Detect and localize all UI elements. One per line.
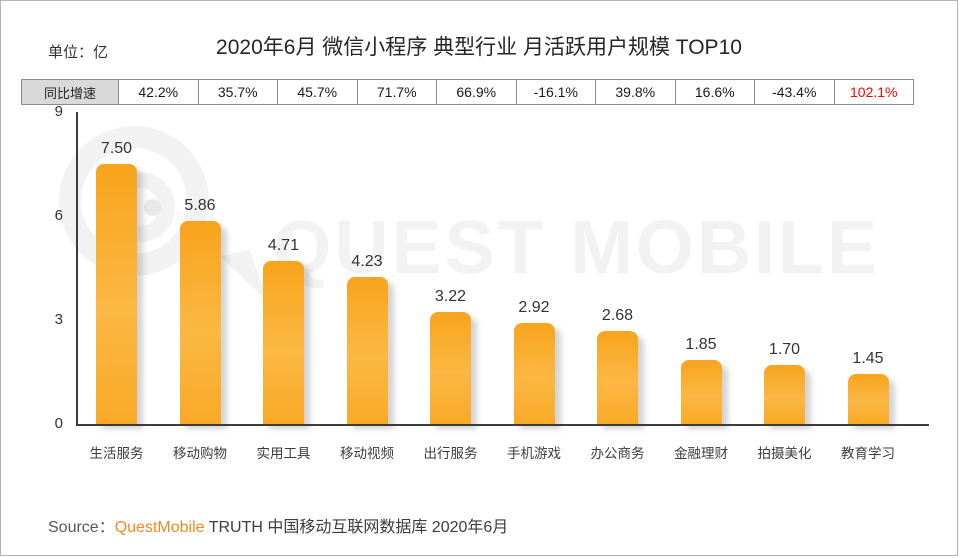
x-axis-category-label: 生活服务 [89, 446, 144, 461]
bar-value-label: 1.45 [852, 349, 884, 367]
bar [179, 220, 221, 424]
bar-value-label: 3.22 [434, 288, 467, 306]
source-rest: TRUTH 中国移动互联网数据库 2020年6月 [204, 519, 509, 536]
source-line: Source：QuestMobile TRUTH 中国移动互联网数据库 2020… [48, 513, 508, 537]
bar-value-label: 1.70 [768, 341, 801, 359]
y-axis-tick-label: 9 [54, 102, 63, 120]
yoy-growth-cell: 45.7% [278, 80, 358, 104]
bar [847, 373, 889, 424]
yoy-growth-cell: -16.1% [517, 80, 596, 104]
bar [263, 260, 304, 424]
bar [680, 359, 722, 424]
bar-value-label: 1.85 [685, 335, 717, 353]
x-axis-line [76, 424, 929, 426]
y-axis-tick-label: 0 [54, 415, 63, 432]
source-brand: QuestMobile [114, 519, 205, 536]
x-axis-category-label: 拍摄美化 [757, 446, 812, 461]
bar [430, 312, 471, 424]
x-axis-category-label: 移动视频 [340, 446, 394, 461]
page-title: 2020年6月 微信小程序 典型行业 月活跃用户规模 TOP10 [216, 36, 742, 59]
bar-value-label: 7.50 [100, 139, 133, 157]
source-prefix: Source： [48, 519, 115, 536]
questmobile-logo-dot-icon [144, 199, 161, 216]
x-axis-category-label: 手机游戏 [507, 446, 561, 461]
bar-value-label: 5.86 [184, 196, 216, 214]
yoy-growth-cell: 102.1% [850, 84, 898, 100]
y-axis-tick-label: 6 [54, 206, 63, 224]
bar [764, 365, 805, 424]
yoy-growth-cell: 39.8% [596, 80, 676, 104]
y-axis-line [76, 112, 78, 425]
bar [513, 322, 555, 424]
bar [597, 331, 638, 424]
bar-value-label: 2.68 [601, 307, 634, 325]
bar-value-label: 2.92 [518, 298, 550, 316]
yoy-growth-cell: 42.2% [119, 80, 199, 104]
questmobile-logo-tail-icon [220, 250, 268, 302]
bar-value-label: 4.23 [351, 253, 383, 271]
y-axis-tick-label: 3 [54, 310, 63, 328]
yoy-growth-cell: 16.6% [676, 80, 755, 104]
x-axis-category-label: 移动购物 [173, 446, 227, 461]
x-axis-category-label: 金融理财 [674, 446, 728, 461]
x-axis-category-label: 出行服务 [423, 446, 478, 461]
x-axis-category-label: 办公商务 [590, 446, 645, 461]
bar-value-label: 4.71 [267, 236, 300, 254]
yoy-growth-cell: 35.7% [199, 80, 278, 104]
unit-label: 单位：亿 [48, 44, 109, 61]
yoy-growth-cell: 71.7% [358, 80, 437, 104]
yoy-growth-cell: 66.9% [437, 80, 517, 104]
watermark-text: QUEST MOBILE [273, 205, 880, 289]
bar [346, 277, 388, 424]
x-axis-category-label: 实用工具 [256, 446, 311, 461]
x-axis-category-label: 教育学习 [841, 446, 895, 461]
bar [96, 163, 137, 424]
yoy-growth-header: 同比增速 [22, 80, 119, 104]
yoy-growth-cell: -43.4% [755, 80, 835, 104]
yoy-growth-table: 同比增速 42.2% 35.7% 45.7% 71.7% 66.9% -16.1% 39.8… [21, 79, 914, 105]
